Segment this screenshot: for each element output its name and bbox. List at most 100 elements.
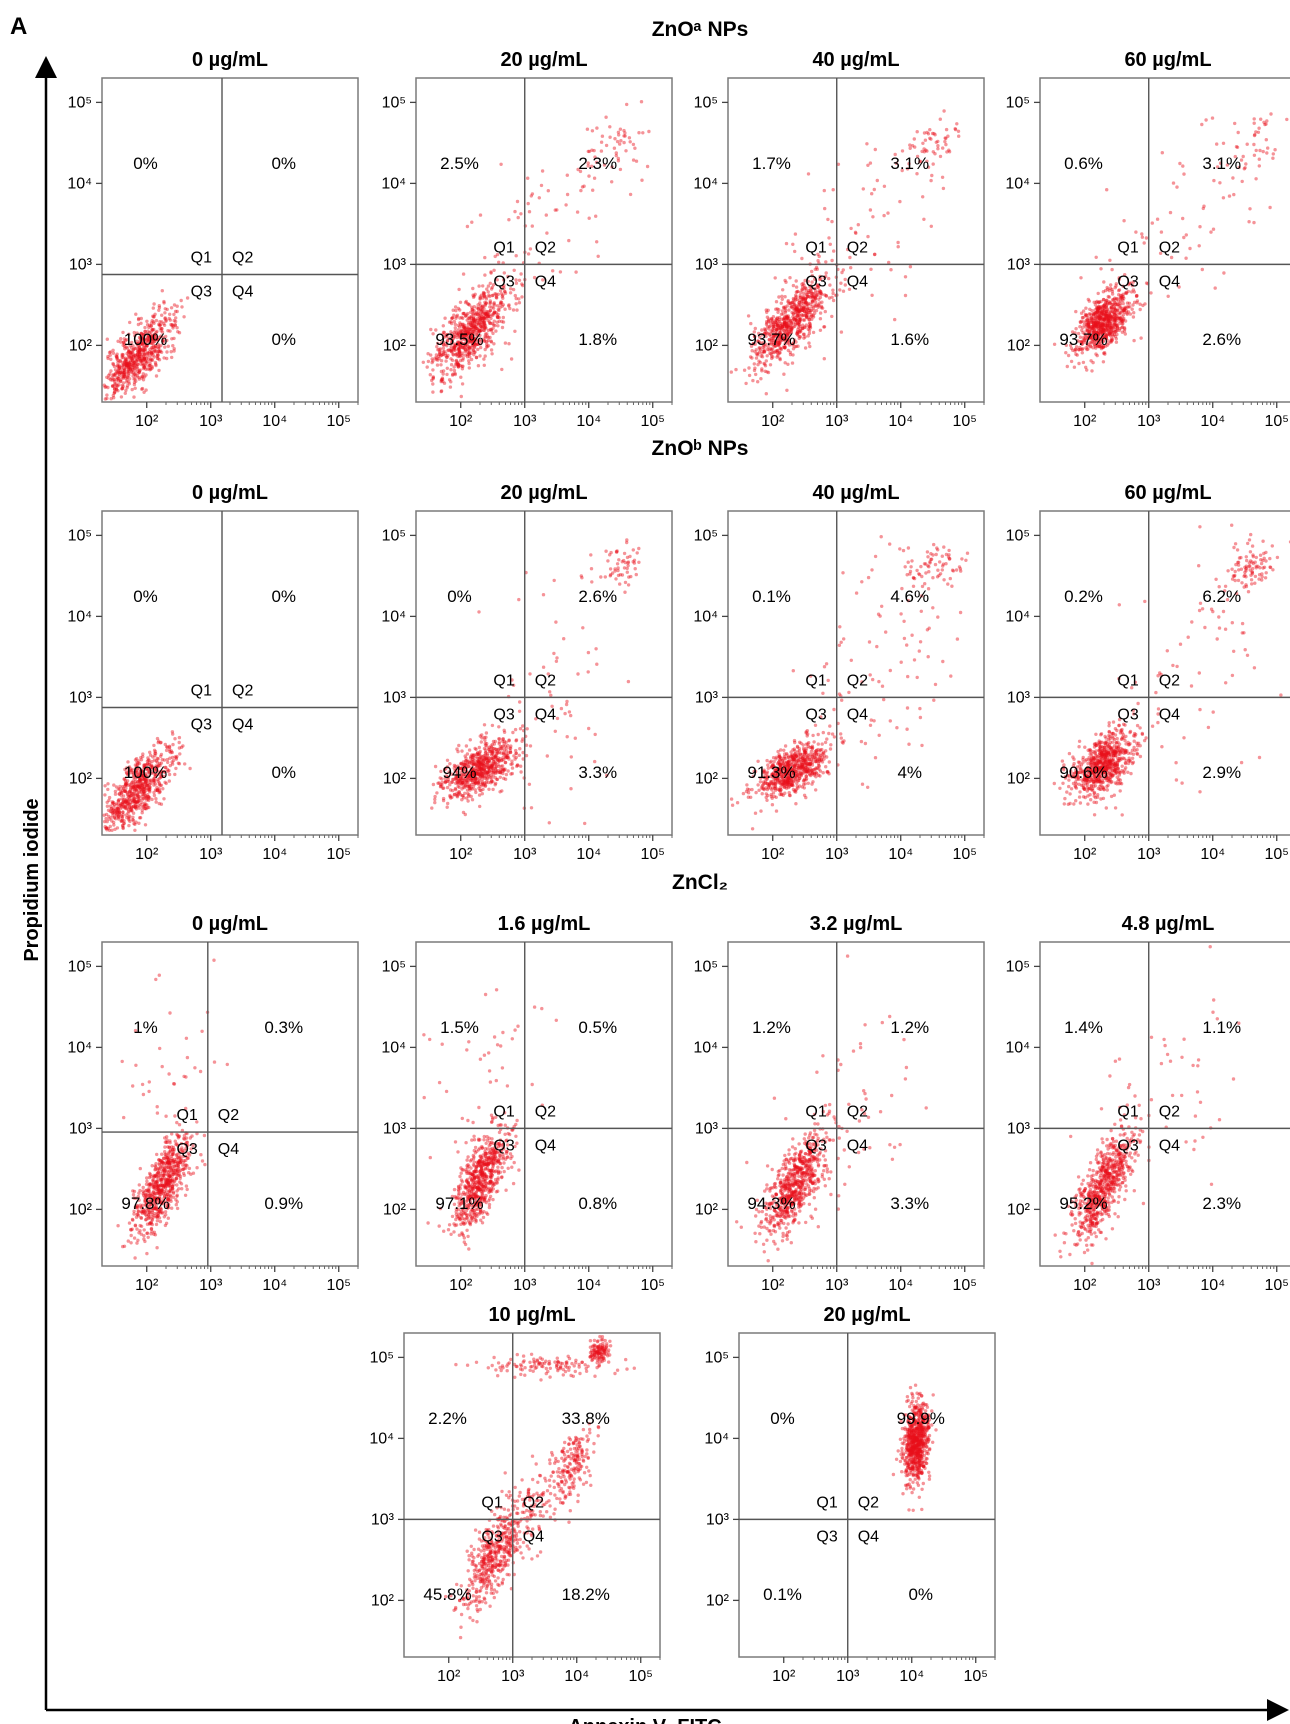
event-dot <box>162 321 166 326</box>
event-dot <box>633 567 637 571</box>
event-dot <box>816 259 820 263</box>
event-dot <box>149 367 153 371</box>
event-dot <box>138 816 143 820</box>
event-dot <box>470 320 475 325</box>
event-dot <box>1122 219 1126 223</box>
event-dot <box>128 367 133 371</box>
x-tick-label: 10⁵ <box>1265 413 1289 430</box>
event-dot <box>160 320 164 324</box>
event-dot <box>955 122 959 126</box>
quadrant-name-q3: Q3 <box>493 273 514 290</box>
event-dot <box>922 131 927 135</box>
quadrant-percent-q1: 0% <box>133 587 158 606</box>
event-dot <box>150 364 154 369</box>
event-dot <box>496 304 500 308</box>
quadrant-percent-q3: 93.7% <box>747 330 795 349</box>
event-dot <box>787 308 791 312</box>
event-dot <box>501 771 505 776</box>
event-dot <box>587 726 591 731</box>
quadrant-name-q3: Q3 <box>805 273 826 290</box>
event-dot <box>500 367 504 372</box>
event-dot <box>1159 230 1164 234</box>
event-dot <box>754 356 759 360</box>
event-dot <box>141 378 146 382</box>
event-dot <box>477 756 481 760</box>
event-dot <box>501 757 506 762</box>
event-dot <box>477 769 482 773</box>
event-dot <box>754 372 758 377</box>
event-dot <box>113 390 117 395</box>
event-dot <box>1131 303 1135 307</box>
event-dot <box>470 308 474 312</box>
event-dot <box>1213 286 1217 290</box>
event-dot <box>111 351 116 355</box>
event-dot <box>818 328 823 332</box>
event-dot <box>460 322 465 327</box>
event-dot <box>154 344 158 349</box>
event-dot <box>734 367 738 372</box>
event-dot <box>115 352 119 356</box>
quadrant-percent-q3: 93.5% <box>435 330 483 349</box>
event-dot <box>941 186 946 191</box>
event-dot <box>1252 153 1257 157</box>
event-dot <box>824 293 828 298</box>
event-dot <box>1166 294 1170 298</box>
event-dot <box>465 752 470 756</box>
event-dot <box>482 293 486 297</box>
event-dot <box>569 713 573 718</box>
event-dot <box>122 337 127 341</box>
event-dot <box>818 295 823 300</box>
event-dot <box>872 187 876 192</box>
event-dot <box>1198 225 1202 229</box>
event-dot <box>936 147 940 151</box>
event-dot <box>142 357 146 361</box>
event-dot <box>147 805 151 810</box>
event-dot <box>604 115 608 119</box>
event-dot <box>170 355 174 360</box>
event-dot <box>923 138 928 142</box>
event-dot <box>822 357 826 361</box>
y-tick-label: 10⁵ <box>694 94 718 111</box>
event-dot <box>849 226 853 231</box>
event-dot <box>1123 291 1128 295</box>
event-dot <box>490 748 495 753</box>
event-dot <box>1221 141 1226 145</box>
event-dot <box>873 252 877 256</box>
event-dot <box>174 316 178 320</box>
event-dot <box>807 328 812 333</box>
event-dot <box>729 370 733 374</box>
event-dot <box>558 270 563 274</box>
event-dot <box>1204 118 1208 122</box>
event-dot <box>528 247 533 251</box>
quadrant-name-q3: Q3 <box>191 284 212 301</box>
event-dot <box>431 376 435 380</box>
event-dot <box>163 307 167 311</box>
event-dot <box>1264 138 1269 142</box>
event-dot <box>1108 332 1112 337</box>
event-dot <box>645 164 650 169</box>
event-dot <box>828 242 832 246</box>
event-dot <box>150 341 154 346</box>
event-dot <box>511 308 516 312</box>
event-dot <box>128 819 132 824</box>
event-dot <box>1113 296 1117 300</box>
event-dot <box>1101 360 1106 364</box>
event-dot <box>508 291 513 295</box>
event-dot <box>503 341 508 345</box>
event-dot <box>1096 301 1101 305</box>
x-axis-arrow <box>46 1699 1289 1721</box>
event-dot <box>870 192 874 196</box>
event-dot <box>156 787 160 792</box>
event-dot <box>126 372 131 376</box>
event-dot <box>583 821 587 826</box>
event-dot <box>470 755 474 760</box>
event-dot <box>152 743 156 748</box>
event-dot <box>526 201 530 206</box>
event-dot <box>114 388 119 392</box>
event-dot <box>514 254 518 258</box>
event-dot <box>167 316 171 321</box>
event-dot <box>105 828 109 832</box>
event-dot <box>933 133 937 137</box>
event-dot <box>1200 122 1204 127</box>
